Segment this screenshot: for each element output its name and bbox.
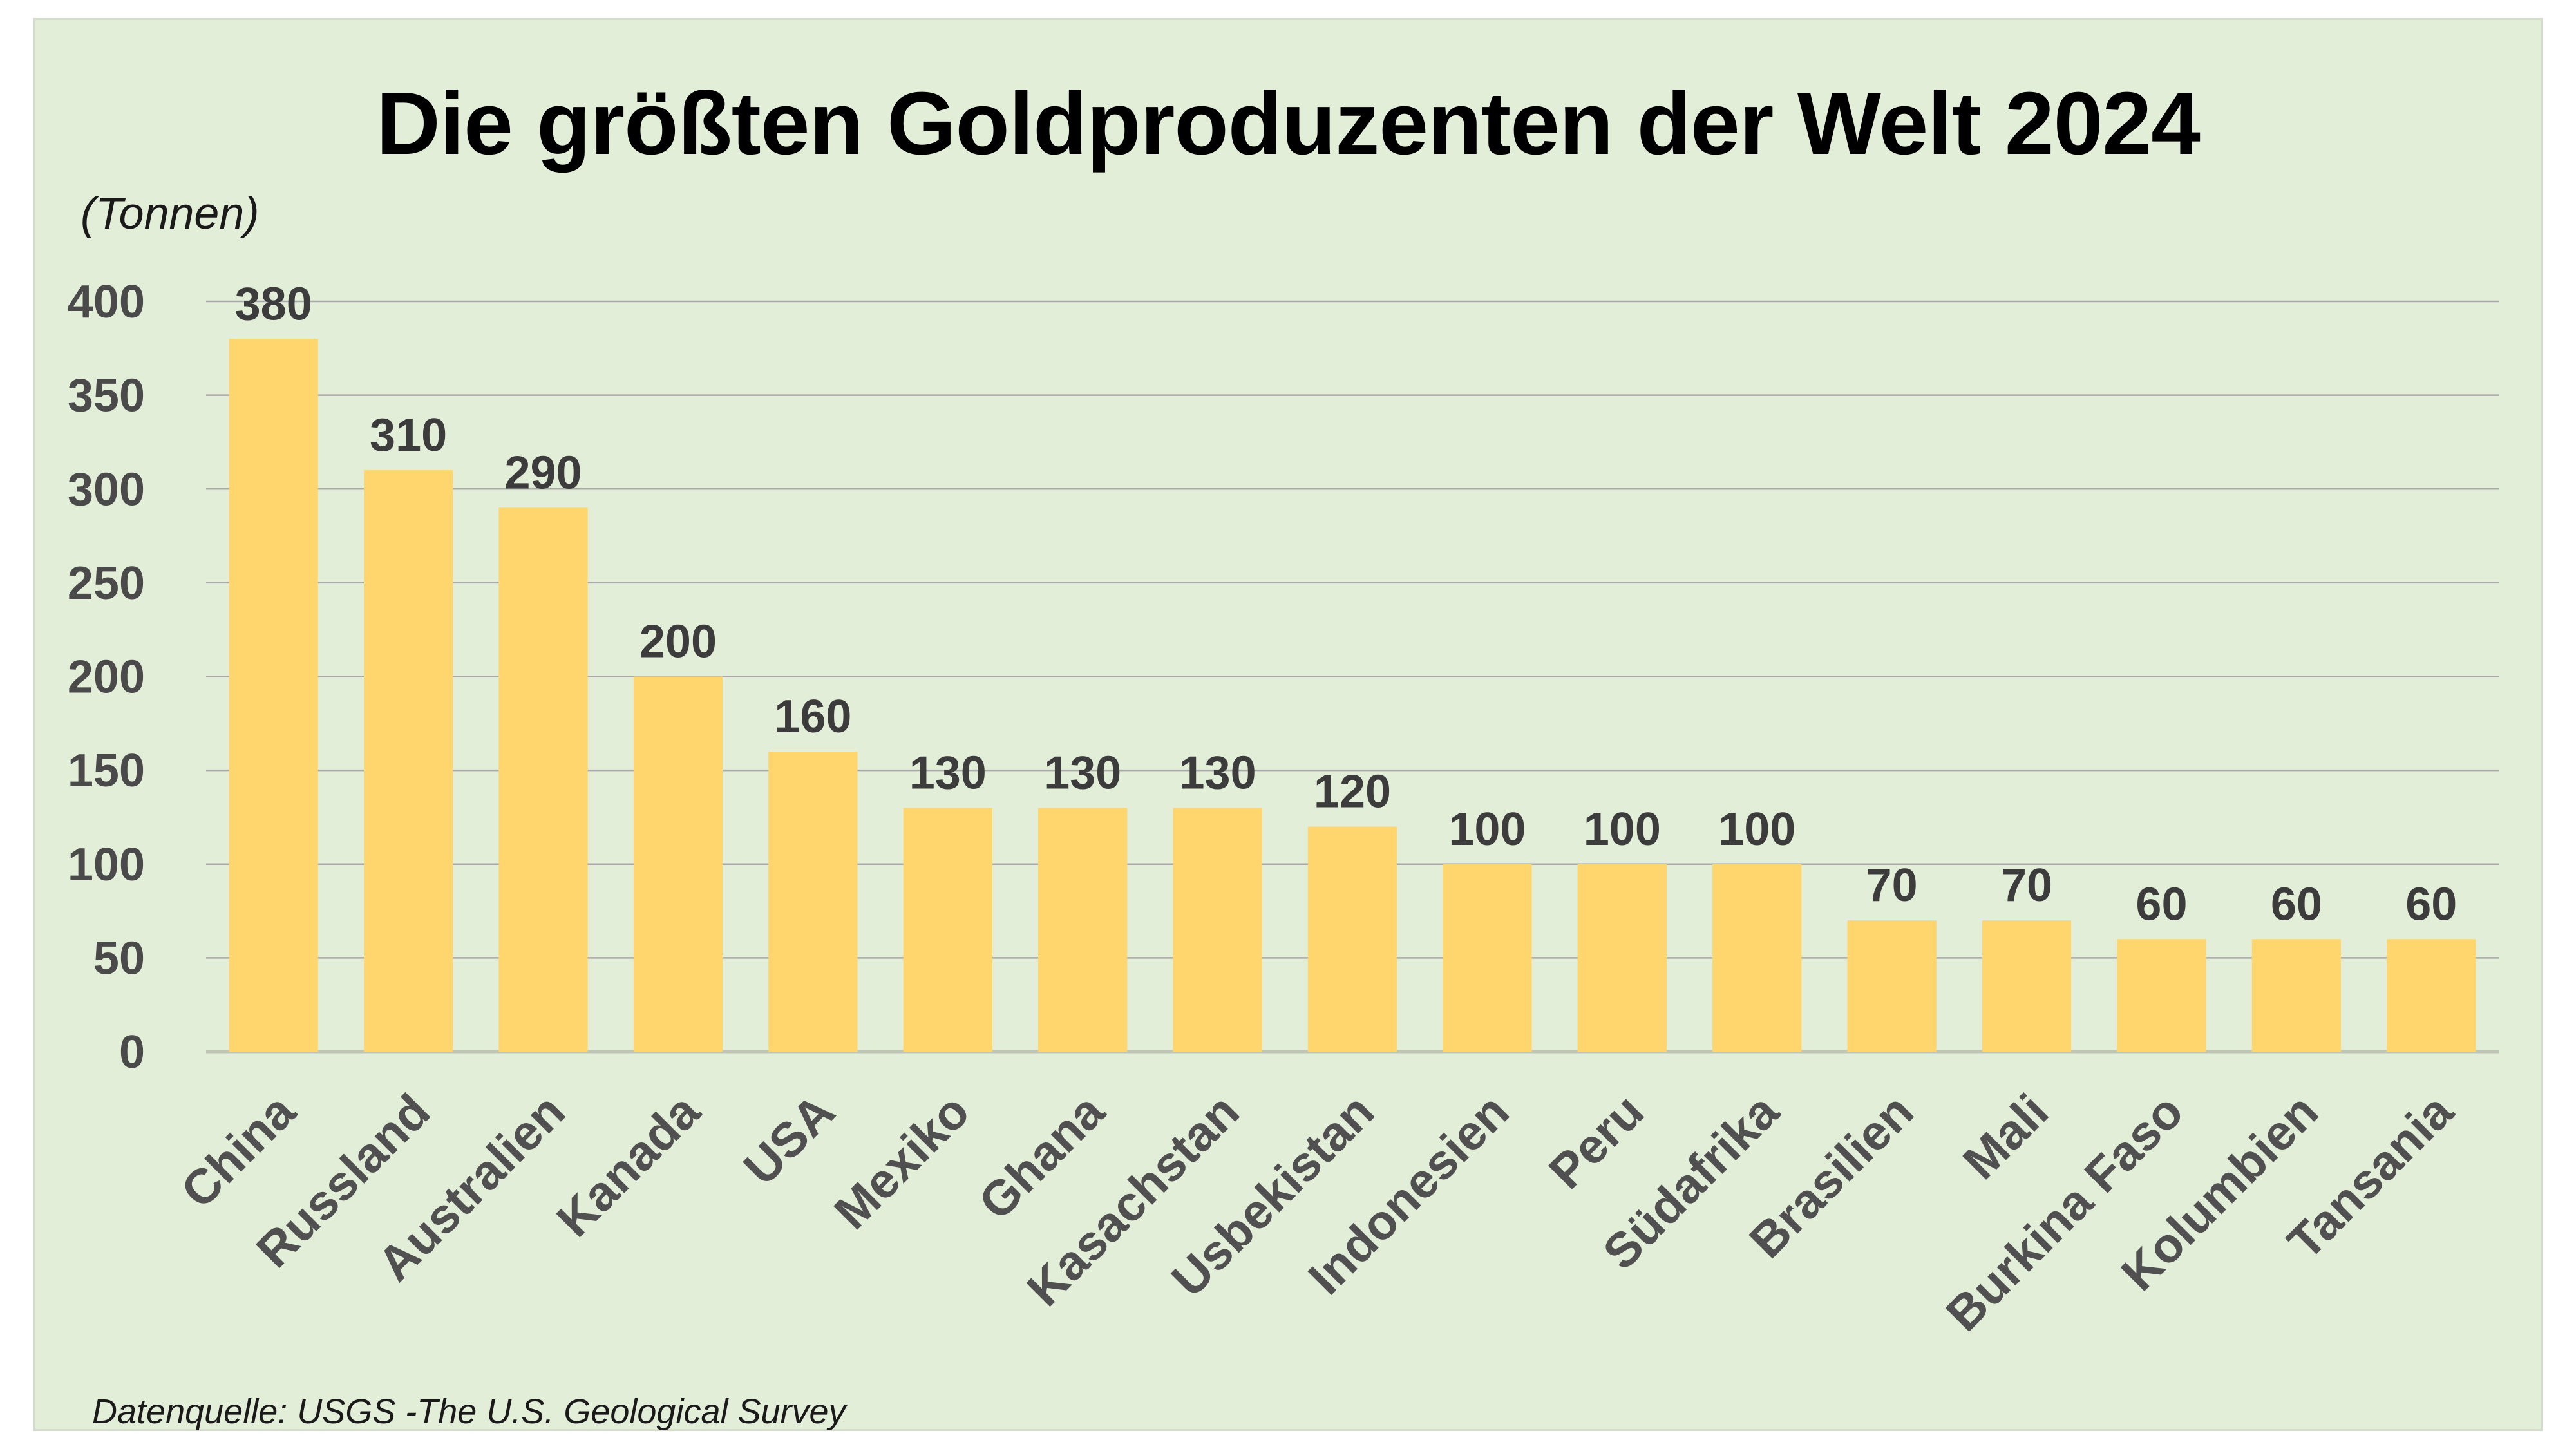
y-tick-label: 200 — [68, 652, 145, 703]
bar-2 — [498, 507, 588, 1052]
bar-5 — [903, 808, 992, 1052]
data-label: 60 — [2136, 878, 2187, 930]
data-labels: 380 310 290 200 160 130 130 130 120 100 100 100 70 70… — [235, 278, 2458, 930]
bar-1 — [364, 470, 453, 1052]
data-label: 200 — [639, 616, 717, 668]
bar-12 — [1847, 920, 1937, 1052]
data-label: 100 — [1584, 804, 1661, 855]
x-tick-label: Mexiko — [824, 1084, 980, 1240]
x-tick-label: Kanada — [547, 1083, 711, 1247]
bar-3 — [633, 676, 723, 1052]
x-tick-label: Burkina Faso — [1936, 1084, 2194, 1342]
y-tick-label: 0 — [119, 1027, 145, 1078]
y-tick-label: 50 — [93, 933, 145, 984]
bar-6 — [1038, 808, 1128, 1052]
y-axis-ticks: 0 50 100 150 200 250 300 350 400 — [68, 276, 145, 1078]
data-label: 310 — [370, 410, 447, 461]
source-note: Datenquelle: USGS -The U.S. Geological S… — [92, 1392, 846, 1431]
y-tick-label: 350 — [68, 370, 145, 422]
bar-16 — [2387, 939, 2476, 1052]
x-tick-label: USA — [734, 1084, 846, 1196]
data-label: 100 — [1448, 804, 1526, 855]
data-label: 100 — [1718, 804, 1795, 855]
data-label: 60 — [2271, 878, 2322, 930]
data-label: 70 — [2001, 860, 2052, 911]
x-tick-label: Mali — [1953, 1084, 2059, 1190]
bar-plot: 0 50 100 150 200 250 300 350 400 380 310 290 200 160… — [68, 276, 2499, 1341]
bars — [229, 339, 2476, 1052]
data-label: 130 — [1179, 747, 1256, 799]
bar-15 — [2251, 939, 2341, 1052]
y-tick-label: 400 — [68, 276, 145, 328]
bar-11 — [1712, 864, 1802, 1052]
data-label: 70 — [1866, 860, 1918, 911]
data-label: 130 — [909, 747, 987, 799]
y-axis-unit-label: (Tonnen) — [80, 188, 260, 238]
chart-title: Die größten Goldproduzenten der Welt 202… — [376, 74, 2201, 173]
bar-8 — [1307, 826, 1397, 1052]
x-tick-label: China — [171, 1083, 306, 1218]
bar-13 — [1982, 920, 2072, 1052]
bar-14 — [2117, 939, 2206, 1052]
data-label: 380 — [235, 278, 312, 330]
y-tick-label: 100 — [68, 839, 145, 891]
bar-4 — [768, 752, 858, 1052]
data-label: 60 — [2405, 878, 2457, 930]
y-tick-label: 250 — [68, 558, 145, 609]
bar-0 — [229, 339, 318, 1052]
chart-container: Die größten Goldproduzenten der Welt 202… — [33, 18, 2543, 1431]
data-label: 120 — [1314, 766, 1391, 818]
y-tick-label: 300 — [68, 464, 145, 515]
data-label: 130 — [1044, 747, 1121, 799]
data-label: 290 — [504, 447, 582, 498]
bar-7 — [1173, 808, 1262, 1052]
x-tick-label: Peru — [1539, 1084, 1654, 1200]
bar-10 — [1577, 864, 1667, 1052]
y-tick-label: 150 — [68, 745, 145, 797]
bar-9 — [1443, 864, 1532, 1052]
data-label: 160 — [774, 691, 851, 743]
